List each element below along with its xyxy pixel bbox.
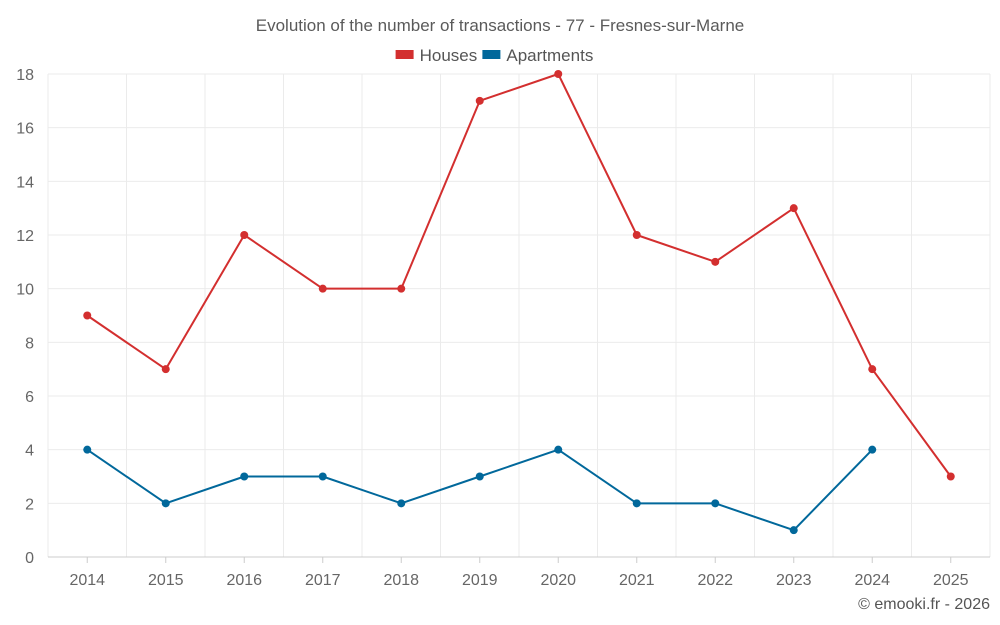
grid — [47, 73, 991, 557]
x-tick-label: 2016 — [226, 572, 262, 589]
series-line — [86, 73, 952, 478]
data-point[interactable] — [161, 499, 170, 508]
y-tick-label: 4 — [25, 443, 34, 460]
chart-title: Evolution of the number of transactions … — [256, 16, 745, 35]
y-tick-label: 12 — [16, 228, 34, 245]
data-point[interactable] — [318, 284, 327, 293]
x-tick-label: 2014 — [69, 572, 105, 589]
data-point[interactable] — [554, 70, 563, 78]
y-tick-label: 18 — [16, 67, 34, 84]
legend-swatch — [482, 50, 501, 59]
data-point[interactable] — [240, 472, 249, 481]
legend-swatch — [395, 50, 414, 59]
x-tick-label: 2024 — [854, 572, 890, 589]
x-tick-label: 2018 — [383, 572, 419, 589]
data-point[interactable] — [240, 231, 249, 239]
x-tick-label: 2021 — [619, 572, 655, 589]
series-houses — [83, 70, 955, 481]
data-point[interactable] — [868, 445, 877, 454]
data-point[interactable] — [554, 445, 563, 454]
legend-label: Apartments — [506, 46, 593, 65]
y-tick-label: 8 — [25, 335, 34, 352]
data-point[interactable] — [789, 204, 798, 213]
data-point[interactable] — [475, 472, 484, 481]
data-point[interactable] — [83, 311, 92, 320]
data-point[interactable] — [475, 96, 484, 105]
x-tick-label: 2025 — [933, 572, 969, 589]
y-tick-label: 6 — [25, 389, 34, 406]
y-tick-label: 2 — [25, 496, 34, 513]
y-tick-label: 14 — [16, 174, 34, 191]
legend-label: Houses — [420, 46, 478, 65]
series-layer — [83, 70, 955, 535]
data-point[interactable] — [632, 231, 641, 239]
data-point[interactable] — [83, 445, 92, 454]
x-tick-label: 2023 — [776, 572, 812, 589]
data-point[interactable] — [318, 472, 327, 481]
x-tick-label: 2017 — [305, 572, 341, 589]
data-point[interactable] — [632, 499, 641, 508]
y-tick-label: 16 — [16, 121, 34, 138]
legend: Houses Apartments — [395, 46, 593, 65]
data-point[interactable] — [946, 472, 955, 481]
data-point[interactable] — [789, 526, 798, 535]
series-apartments — [83, 445, 877, 535]
y-tick-label: 0 — [25, 550, 34, 567]
data-point[interactable] — [711, 257, 720, 266]
data-point[interactable] — [161, 365, 170, 374]
data-point[interactable] — [397, 284, 406, 293]
y-tick-label: 10 — [16, 282, 34, 299]
x-tick-label: 2019 — [462, 572, 498, 589]
x-tick-label: 2022 — [697, 572, 733, 589]
credit-text: © emooki.fr - 2026 — [858, 596, 990, 613]
data-point[interactable] — [711, 499, 720, 508]
data-point[interactable] — [397, 499, 406, 508]
axes: 0 2 4 6 8 10 12 14 16 18 2014 2015 2016 2017 2018 2019 2… — [16, 67, 990, 589]
legend-item-houses[interactable]: Houses — [395, 46, 478, 65]
x-tick-label: 2015 — [148, 572, 184, 589]
data-point[interactable] — [868, 365, 877, 374]
x-tick-label: 2020 — [540, 572, 576, 589]
legend-item-apartments[interactable]: Apartments — [482, 46, 593, 65]
